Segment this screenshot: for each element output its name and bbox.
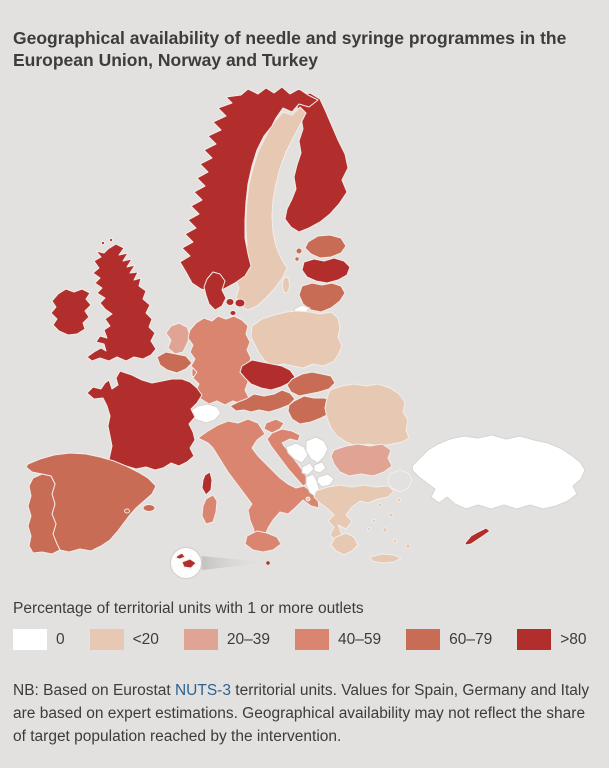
- country-uk: [86, 243, 157, 362]
- island-malta: [181, 558, 197, 569]
- legend-heading: Percentage of territorial units with 1 o…: [13, 600, 364, 617]
- legend-item: >80: [517, 629, 587, 650]
- country-sweden: [234, 106, 307, 311]
- country-switzerland: [189, 403, 222, 424]
- footnote-prefix: NB: Based on Eurostat: [13, 682, 175, 699]
- legend-label: 0: [56, 630, 65, 648]
- country-latvia: [301, 257, 351, 284]
- island-hiiumaa: [294, 256, 300, 262]
- region-peloponnese: [330, 532, 359, 556]
- legend: 0 <20 20–39 40–59 60–79 >80: [13, 629, 587, 650]
- country-poland: [250, 310, 343, 369]
- aegean-island: [396, 497, 402, 503]
- legend-item: 20–39: [183, 629, 271, 650]
- aegean-island: [377, 502, 383, 508]
- island-rhodes: [405, 543, 411, 549]
- country-slovakia: [286, 371, 336, 397]
- malta-callout-pointer: [202, 556, 268, 570]
- country-greece: [313, 484, 395, 542]
- country-bosnia: [285, 442, 309, 464]
- country-lithuania: [298, 282, 346, 313]
- legend-label: 20–39: [226, 630, 271, 648]
- island-sardinia: [201, 494, 218, 525]
- country-norway: [179, 86, 319, 293]
- legend-swatch-lt20: [89, 629, 124, 650]
- legend-swatch-40-59: [295, 629, 330, 650]
- island-crete: [369, 553, 402, 564]
- country-turkish-thrace: [387, 469, 413, 493]
- country-austria: [229, 389, 296, 413]
- legend-item: 60–79: [406, 629, 492, 650]
- country-estonia: [304, 234, 347, 259]
- country-france: [86, 370, 203, 471]
- country-slovenia: [263, 418, 285, 434]
- country-turkey: [411, 434, 586, 510]
- island-corfu: [305, 496, 311, 502]
- country-montenegro: [301, 462, 315, 476]
- legend-item: <20: [89, 629, 159, 650]
- legend-label: <20: [132, 630, 159, 648]
- legend-label: 40–59: [338, 630, 382, 648]
- country-italy: [197, 418, 320, 550]
- aegean-island: [371, 518, 377, 524]
- nuts3-link[interactable]: NUTS-3: [174, 682, 231, 699]
- country-finland: [284, 92, 349, 233]
- legend-swatch-20-39: [183, 629, 218, 650]
- country-north-macedonia: [316, 473, 335, 488]
- island-gotland: [282, 276, 290, 294]
- page-title: Geographical availability of needle and …: [13, 28, 567, 70]
- country-ireland: [50, 288, 92, 336]
- country-romania: [324, 383, 410, 447]
- malta-callout: [170, 547, 270, 579]
- country-bulgaria: [330, 443, 393, 477]
- legend-label: 60–79: [449, 630, 493, 648]
- legend-swatch-60-79: [406, 629, 441, 650]
- legend-swatch-0: [13, 629, 47, 650]
- legend-item: 0: [13, 629, 65, 650]
- island-funen: [225, 298, 235, 306]
- legend-item: 40–59: [295, 629, 381, 650]
- island-shetland: [108, 237, 114, 243]
- aegean-island: [366, 526, 372, 532]
- aegean-island: [382, 527, 388, 533]
- country-germany: [187, 315, 253, 406]
- island-orkney: [100, 240, 106, 246]
- aegean-island: [388, 512, 394, 518]
- island-ibiza: [124, 508, 130, 514]
- island-sicily: [244, 530, 282, 553]
- country-portugal: [27, 473, 61, 555]
- island-lolland: [229, 310, 237, 316]
- footnote: NB: Based on Eurostat NUTS-3 territorial…: [13, 679, 595, 748]
- country-kosovo: [313, 461, 327, 474]
- island-majorca: [142, 504, 156, 512]
- malta-location-dot: [266, 561, 270, 565]
- island-corsica: [201, 471, 213, 496]
- island-gozo: [175, 552, 186, 560]
- country-belgium: [156, 351, 193, 374]
- legend-label: >80: [560, 630, 587, 648]
- country-netherlands: [165, 322, 191, 355]
- aegean-island: [392, 538, 398, 544]
- country-serbia: [305, 436, 329, 464]
- island-zealand: [234, 298, 246, 308]
- legend-swatch-gt80: [517, 629, 552, 650]
- country-cyprus: [464, 527, 491, 546]
- country-denmark: [203, 271, 227, 311]
- footnote-suffix: territorial units. Values for Spain, Ger…: [13, 682, 590, 745]
- island-saaremaa: [295, 247, 303, 255]
